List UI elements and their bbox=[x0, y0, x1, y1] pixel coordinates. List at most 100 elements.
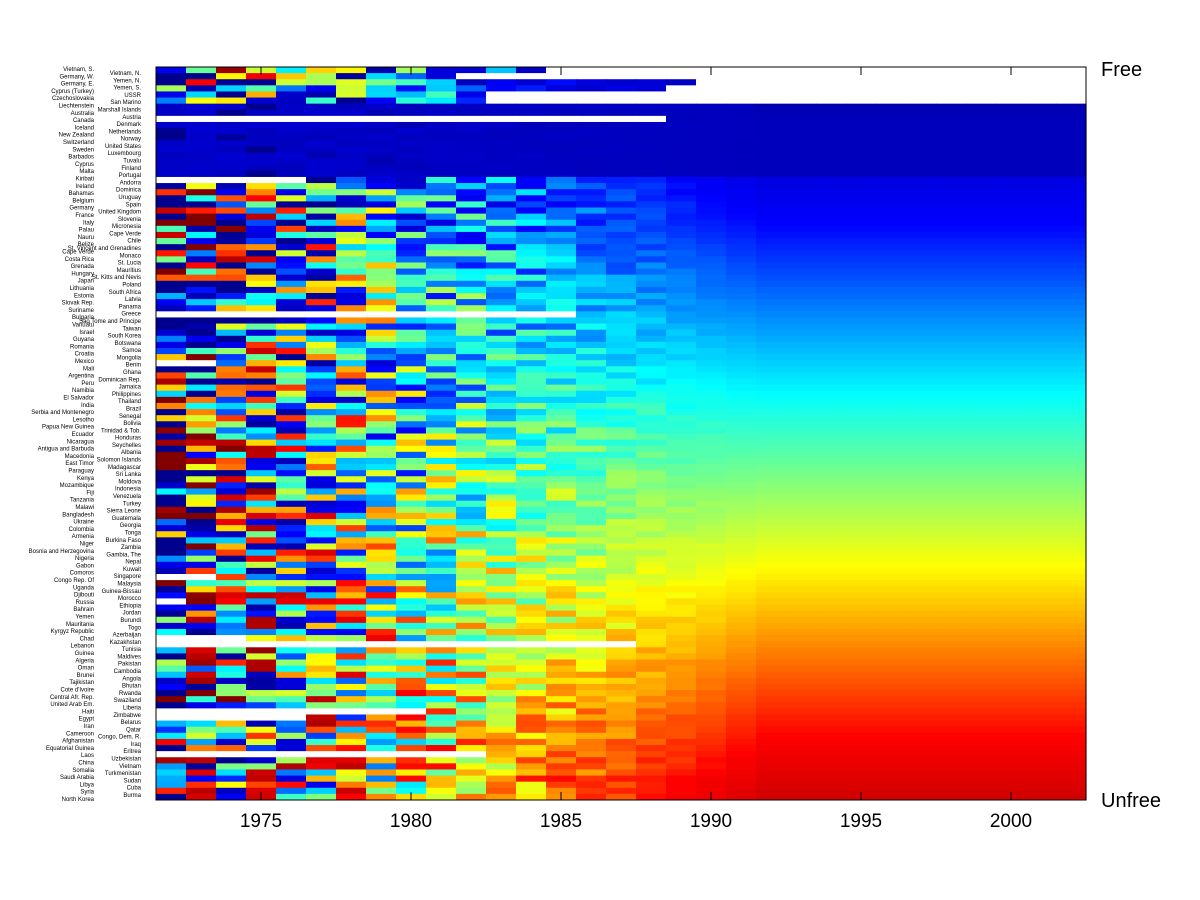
country-label-right: Belarus bbox=[121, 720, 141, 726]
heatmap-cell bbox=[906, 763, 937, 770]
heatmap-cell bbox=[846, 580, 877, 587]
heatmap-cell bbox=[546, 635, 577, 642]
heatmap-cell bbox=[756, 121, 787, 129]
heatmap-cell bbox=[786, 732, 817, 740]
heatmap-cell bbox=[816, 641, 847, 648]
heatmap-cell bbox=[1056, 207, 1087, 214]
heatmap-cell bbox=[876, 128, 907, 135]
heatmap-cell bbox=[726, 445, 757, 453]
country-label-left: Guyana bbox=[73, 337, 95, 343]
heatmap-cell bbox=[696, 274, 727, 282]
heatmap-cell bbox=[426, 170, 457, 178]
heatmap-cell bbox=[996, 286, 1027, 294]
heatmap-cell bbox=[696, 91, 727, 98]
heatmap-cell bbox=[726, 745, 757, 752]
heatmap-cell bbox=[276, 738, 307, 746]
heatmap-cell bbox=[816, 427, 847, 434]
heatmap-cell bbox=[396, 708, 427, 715]
country-label-right: Maldives bbox=[117, 654, 141, 660]
heatmap-cell bbox=[816, 354, 847, 361]
heatmap-cell bbox=[906, 519, 937, 526]
heatmap-cell bbox=[786, 286, 817, 294]
heatmap-cell bbox=[486, 653, 517, 660]
heatmap-cell bbox=[966, 604, 997, 612]
heatmap-cell bbox=[486, 488, 517, 495]
country-label-left: Mauritania bbox=[66, 622, 95, 628]
country-label-left: Cyprus (Turkey) bbox=[51, 89, 94, 95]
heatmap-cell bbox=[336, 421, 367, 428]
heatmap-cell bbox=[816, 787, 847, 795]
heatmap-cell bbox=[786, 702, 817, 709]
heatmap-cell bbox=[276, 231, 307, 239]
heatmap-cell bbox=[486, 537, 517, 544]
heatmap-cell bbox=[846, 720, 877, 728]
heatmap-cell bbox=[786, 396, 817, 404]
heatmap-cell bbox=[846, 573, 877, 581]
heatmap-cell bbox=[726, 268, 757, 276]
heatmap-cell bbox=[516, 781, 547, 789]
x-axis-ticks: 1975 1980 1985 1990 1995 2000 bbox=[240, 67, 1032, 832]
heatmap-cell bbox=[576, 757, 607, 764]
heatmap-cell bbox=[636, 439, 667, 447]
heatmap-cell bbox=[246, 470, 277, 477]
heatmap-cell bbox=[666, 683, 697, 691]
heatmap-cell bbox=[546, 299, 577, 306]
heatmap-cell bbox=[966, 787, 997, 795]
heatmap-cell bbox=[336, 598, 367, 605]
heatmap-cell bbox=[666, 115, 697, 123]
heatmap-cell bbox=[396, 146, 427, 153]
heatmap-cell bbox=[246, 293, 277, 300]
heatmap-cell bbox=[696, 598, 727, 605]
heatmap-cell bbox=[366, 708, 397, 715]
heatmap-cell bbox=[696, 158, 727, 166]
heatmap-cell bbox=[516, 213, 547, 221]
heatmap-cell bbox=[456, 286, 487, 294]
heatmap-cell bbox=[246, 439, 277, 447]
heatmap-cell bbox=[1056, 311, 1087, 318]
heatmap-cell bbox=[996, 402, 1027, 410]
heatmap-cell bbox=[456, 488, 487, 495]
heatmap-cell bbox=[1026, 708, 1057, 715]
heatmap-cell bbox=[936, 360, 967, 367]
heatmap-cell bbox=[726, 537, 757, 544]
heatmap-cell bbox=[486, 671, 517, 679]
heatmap-cell bbox=[546, 274, 577, 282]
heatmap-cell bbox=[426, 176, 457, 184]
heatmap-cell bbox=[786, 549, 817, 557]
heatmap-cell bbox=[336, 286, 367, 294]
heatmap-cell bbox=[156, 415, 187, 422]
heatmap-cell bbox=[756, 738, 787, 746]
country-label-right: Sudan bbox=[124, 778, 141, 784]
heatmap-cell bbox=[636, 751, 667, 758]
heatmap-cell bbox=[726, 494, 757, 502]
heatmap-cell bbox=[606, 738, 637, 746]
heatmap-cell bbox=[1056, 427, 1087, 434]
heatmap-cell bbox=[936, 488, 967, 495]
heatmap-cell bbox=[996, 231, 1027, 239]
heatmap-cell bbox=[996, 641, 1027, 648]
country-label-left: Hungary bbox=[71, 271, 94, 277]
heatmap-cell bbox=[276, 427, 307, 434]
heatmap-cell bbox=[636, 415, 667, 422]
heatmap-cell bbox=[306, 183, 337, 190]
heatmap-cell bbox=[636, 176, 667, 184]
heatmap-cell bbox=[606, 757, 637, 764]
heatmap-cell bbox=[876, 213, 907, 221]
heatmap-cell bbox=[426, 427, 457, 434]
heatmap-cell bbox=[816, 433, 847, 441]
heatmap-cell bbox=[726, 549, 757, 557]
heatmap-cell bbox=[816, 451, 847, 459]
heatmap-cell bbox=[636, 500, 667, 508]
heatmap-cell bbox=[816, 604, 847, 612]
heatmap-cell bbox=[906, 415, 937, 422]
heatmap-cell bbox=[966, 738, 997, 746]
heatmap-cell bbox=[336, 146, 367, 153]
heatmap-cell bbox=[336, 354, 367, 361]
heatmap-cell bbox=[666, 225, 697, 233]
heatmap-cell bbox=[1056, 726, 1087, 734]
heatmap-cell bbox=[306, 354, 337, 361]
heatmap-cell bbox=[426, 549, 457, 557]
heatmap-cell bbox=[816, 378, 847, 386]
heatmap-cell bbox=[546, 512, 577, 520]
heatmap-cell bbox=[516, 256, 547, 263]
